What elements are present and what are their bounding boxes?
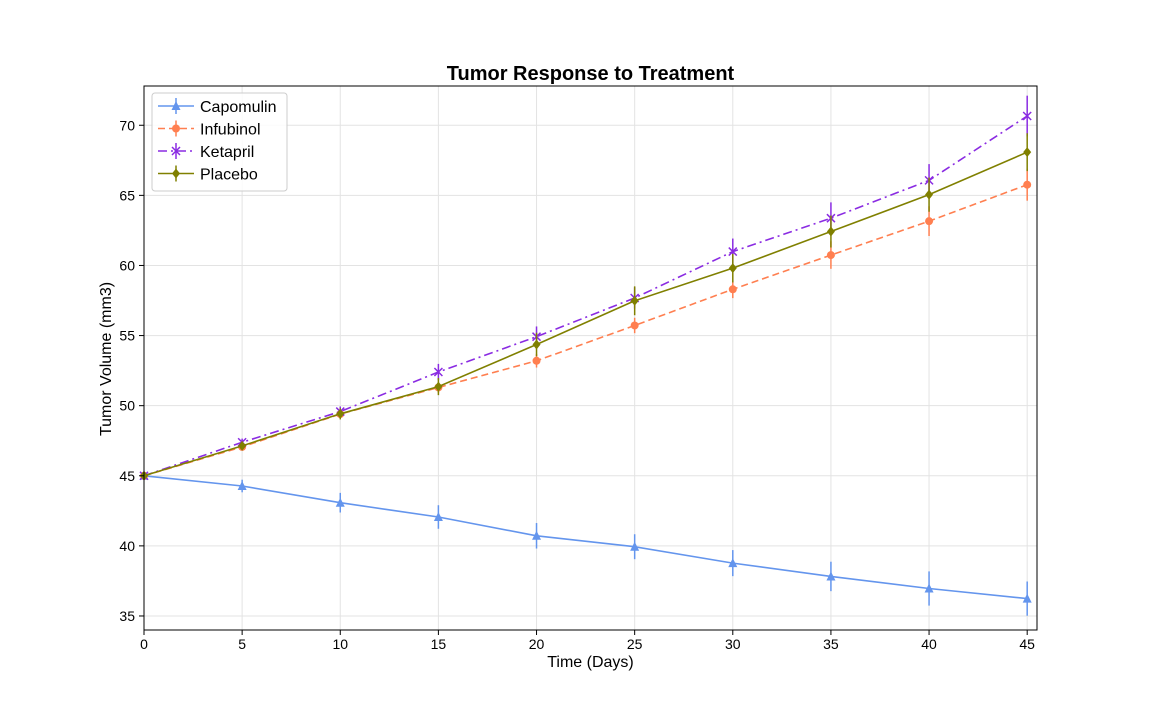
placebo-point	[532, 339, 541, 350]
legend-label-infubinol: Infubinol	[200, 122, 261, 139]
x-axis-label: Time (Days)	[547, 654, 634, 671]
series-ketapril	[139, 95, 1032, 481]
x-marker-stroke	[171, 146, 181, 156]
grid	[143, 86, 1037, 630]
legend-box	[151, 92, 288, 192]
placebo-point	[826, 226, 835, 237]
infubinol-point	[532, 356, 541, 365]
x-tick-label: 0	[140, 636, 148, 652]
capomulin-point	[630, 541, 640, 551]
placebo-point	[630, 295, 639, 306]
ketapril-point	[433, 367, 443, 377]
legend-label-ketapril: Ketapril	[200, 144, 254, 161]
placebo-point	[238, 440, 247, 451]
legend-marker-placebo	[172, 168, 180, 179]
x-marker-stroke	[728, 247, 738, 257]
x-tick-label: 35	[823, 636, 839, 652]
x-tick-label: 30	[725, 636, 741, 652]
y-tick-label: 70	[119, 117, 135, 133]
placebo-point	[925, 189, 934, 200]
x-marker-stroke	[433, 367, 443, 377]
y-tick-label: 50	[119, 398, 135, 414]
infubinol-point	[925, 217, 934, 226]
chart-title: Tumor Response to Treatment	[447, 63, 735, 85]
legend-marker-ketapril	[171, 146, 181, 156]
capomulin-point	[728, 558, 738, 568]
legend-item-placebo: Placebo	[158, 165, 258, 184]
capomulin-point	[335, 497, 345, 507]
placebo-point	[434, 381, 443, 392]
legend-item-ketapril: Ketapril	[158, 143, 254, 161]
y-tick-label: 55	[119, 328, 135, 344]
series-capomulin	[139, 470, 1032, 616]
plot-frame	[143, 85, 1038, 631]
capomulin-line	[143, 474, 1028, 600]
legend-item-infubinol: Infubinol	[158, 120, 261, 139]
placebo-point	[1023, 147, 1032, 158]
infubinol-point	[630, 321, 639, 330]
capomulin-point	[237, 481, 247, 491]
ketapril-point	[1022, 111, 1032, 121]
ketapril-point	[728, 247, 738, 257]
capomulin-point	[924, 583, 934, 593]
legend-item-capomulin: Capomulin	[158, 98, 276, 116]
capomulin-point	[1022, 593, 1032, 603]
x-tick-label: 10	[332, 636, 348, 652]
capomulin-point	[826, 571, 836, 581]
ketapril-line	[143, 115, 1028, 477]
legend-marker-capomulin	[171, 101, 181, 110]
x-tick-label: 20	[529, 636, 545, 652]
capomulin-point	[532, 530, 542, 540]
infubinol-point	[826, 251, 835, 260]
x-tick-label: 15	[431, 636, 447, 652]
placebo-line	[143, 151, 1028, 477]
y-tick-label: 40	[119, 538, 135, 554]
x-tick-label: 5	[238, 636, 246, 652]
axis-ticks: 0 5 10 15 20 25 30 35 40 45 35 40 45 50 55 60 65 70	[119, 117, 1035, 652]
series-layer	[139, 95, 1032, 616]
y-tick-label: 45	[119, 468, 135, 484]
series-placebo	[140, 133, 1032, 481]
legend-label-capomulin: Capomulin	[200, 99, 276, 116]
x-marker-stroke	[1022, 111, 1032, 121]
y-tick-label: 35	[119, 608, 135, 624]
capomulin-point	[433, 511, 443, 521]
x-tick-label: 45	[1019, 636, 1035, 652]
x-tick-label: 40	[921, 636, 937, 652]
y-tick-label: 60	[119, 257, 135, 273]
infubinol-point	[1023, 180, 1032, 189]
x-tick-label: 25	[627, 636, 643, 652]
y-axis-label: Tumor Volume (mm3)	[98, 282, 115, 436]
legend-marker-infubinol	[172, 124, 180, 133]
placebo-point	[728, 263, 737, 274]
legend: Capomulin Infubinol Ketapril Placebo	[151, 92, 288, 192]
placebo-point	[336, 408, 345, 419]
y-tick-label: 65	[119, 187, 135, 203]
infubinol-point	[728, 285, 737, 294]
legend-label-placebo: Placebo	[200, 167, 258, 184]
